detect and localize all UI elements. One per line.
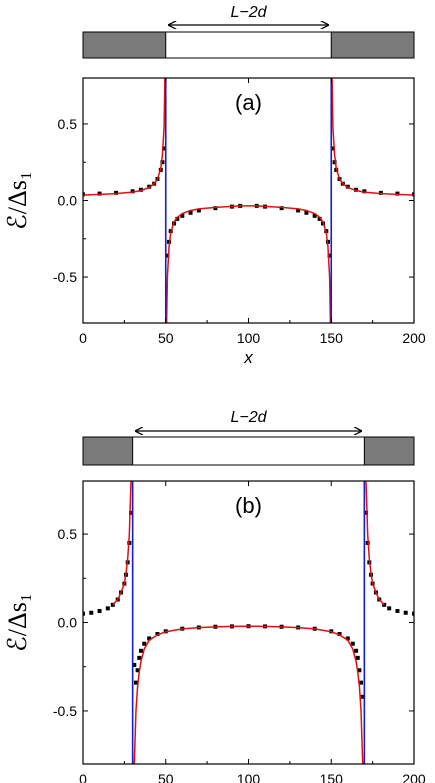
data-point <box>133 680 138 685</box>
y-tick-label: 0.5 <box>58 526 78 542</box>
data-point <box>332 160 337 165</box>
y-tick-label: -0.5 <box>53 269 77 285</box>
data-point <box>147 636 152 641</box>
data-point <box>128 510 133 515</box>
data-point <box>162 146 167 151</box>
data-point <box>403 610 408 615</box>
data-point <box>364 510 369 515</box>
y-axis-label: ℰ/Δs₁ <box>3 171 32 230</box>
x-tick-label: 100 <box>237 771 261 783</box>
schematic-strip <box>82 436 415 466</box>
data-point <box>180 213 185 218</box>
data-point <box>110 602 115 607</box>
schematic-label: L−2d <box>230 409 267 426</box>
theory-curve-segment-0 <box>112 481 132 606</box>
data-point <box>412 611 414 616</box>
data-point <box>357 668 362 673</box>
schematic-block-1 <box>330 31 415 59</box>
theory-curve-segment-1 <box>133 625 364 764</box>
data-point <box>296 208 301 213</box>
data-point <box>97 191 102 196</box>
data-point <box>175 216 180 221</box>
plot-area <box>83 481 414 764</box>
data-point <box>155 631 160 636</box>
data-point <box>382 602 387 607</box>
x-tick-label: 50 <box>158 330 174 346</box>
x-axis-label: x <box>243 348 253 367</box>
theory-curve-segment-2 <box>331 78 414 196</box>
x-tick-label: 50 <box>158 771 174 783</box>
panel-label: (a) <box>235 90 262 115</box>
plot-area <box>83 78 414 323</box>
data-point <box>105 606 110 611</box>
data-point <box>312 213 317 218</box>
x-tick-label: 0 <box>79 771 87 783</box>
data-point <box>135 668 140 673</box>
data-point <box>213 206 218 211</box>
data-point <box>89 610 94 615</box>
data-point <box>350 641 355 646</box>
schematic-block-0 <box>82 31 167 59</box>
data-point <box>138 648 143 653</box>
data-point <box>97 609 102 614</box>
x-tick-label: 200 <box>402 771 426 783</box>
data-point <box>337 631 342 636</box>
data-point <box>378 190 383 195</box>
y-tick-label: 0.0 <box>58 615 78 631</box>
x-tick-label: 100 <box>237 330 261 346</box>
data-point <box>130 189 135 194</box>
data-point <box>279 206 284 211</box>
x-tick-label: 200 <box>402 330 426 346</box>
schematic-block-0 <box>82 436 134 466</box>
data-point <box>360 694 365 699</box>
y-tick-label: -0.5 <box>53 703 77 719</box>
data-point <box>345 636 350 641</box>
theory-curve-segment-2 <box>365 481 385 606</box>
data-point <box>165 253 170 258</box>
data-point <box>142 641 147 646</box>
x-tick-label: 0 <box>79 330 87 346</box>
data-point <box>387 606 392 611</box>
data-point <box>317 216 322 221</box>
theory-curve-segment-0 <box>83 78 166 196</box>
y-tick-label: 0.5 <box>58 116 78 132</box>
data-point <box>114 190 119 195</box>
schematic-label: L−2d <box>230 4 267 21</box>
data-point <box>395 609 400 614</box>
data-point <box>132 662 137 667</box>
data-point <box>137 655 142 660</box>
panel-label: (b) <box>235 493 262 518</box>
data-point <box>327 253 332 258</box>
data-point <box>362 189 367 194</box>
x-tick-label: 150 <box>320 330 344 346</box>
data-point <box>355 655 360 660</box>
data-point <box>395 191 400 196</box>
y-axis-label: ℰ/Δs₁ <box>3 593 32 652</box>
data-point <box>304 210 309 215</box>
schematic-block-1 <box>363 436 415 466</box>
chart-panel-a: L−2d 0 50 100 150 200 -0.5 0.0 0.5 x ℰ/Δs₁ (a) <box>3 4 426 367</box>
data-point <box>359 680 364 685</box>
data-point <box>330 146 335 151</box>
x-tick-label: 150 <box>320 771 344 783</box>
data-point <box>354 648 359 653</box>
data-point <box>160 160 165 165</box>
theory-curve-segment-1 <box>165 205 332 323</box>
y-tick-label: 0.0 <box>58 193 78 209</box>
data-point <box>196 208 201 213</box>
data-point <box>83 611 85 616</box>
data-point <box>188 210 193 215</box>
